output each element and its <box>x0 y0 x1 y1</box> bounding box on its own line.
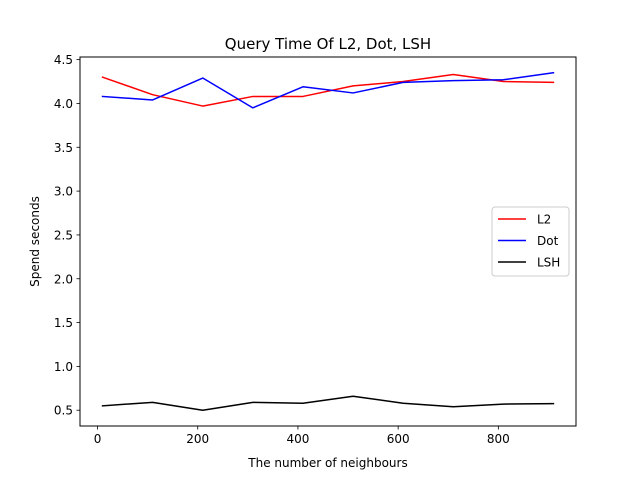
plot-frame <box>79 56 577 427</box>
x-tick-label: 800 <box>487 432 510 446</box>
y-tick-label: 4.0 <box>54 97 73 111</box>
x-tick-label: 600 <box>387 432 410 446</box>
y-tick-label: 3.5 <box>54 141 73 155</box>
x-tick-label: 400 <box>286 432 309 446</box>
legend-box <box>491 206 570 277</box>
chart-title: Query Time Of L2, Dot, LSH <box>225 35 431 53</box>
series-layer <box>101 71 555 411</box>
x-tick-label: 200 <box>186 432 209 446</box>
y-tick-label: 4.5 <box>54 53 73 67</box>
x-axis-title: The number of neighbours <box>247 456 407 470</box>
series-line-dot <box>101 71 555 109</box>
y-tick-label: 1.5 <box>54 316 73 330</box>
y-tick-label: 2.5 <box>54 228 73 242</box>
series-line-l2 <box>101 73 555 107</box>
y-tick-label: 2.0 <box>54 272 73 286</box>
legend-label-dot: Dot <box>537 234 559 248</box>
y-axis-title: Spend seconds <box>28 196 42 287</box>
legend-label-l2: L2 <box>537 213 551 227</box>
y-axis: 0.5 1.0 1.5 2.0 2.5 3.0 3.5 4.0 4.5 <box>54 53 80 418</box>
legend-label-lsh: LSH <box>537 256 560 270</box>
legend: L2 Dot LSH <box>491 206 570 277</box>
y-tick-label: 1.0 <box>54 360 73 374</box>
series-line-lsh <box>101 395 555 411</box>
y-tick-label: 0.5 <box>54 404 73 418</box>
x-axis: 0 200 400 600 800 <box>94 426 510 446</box>
x-tick-label: 0 <box>94 432 102 446</box>
y-tick-label: 3.0 <box>54 185 73 199</box>
